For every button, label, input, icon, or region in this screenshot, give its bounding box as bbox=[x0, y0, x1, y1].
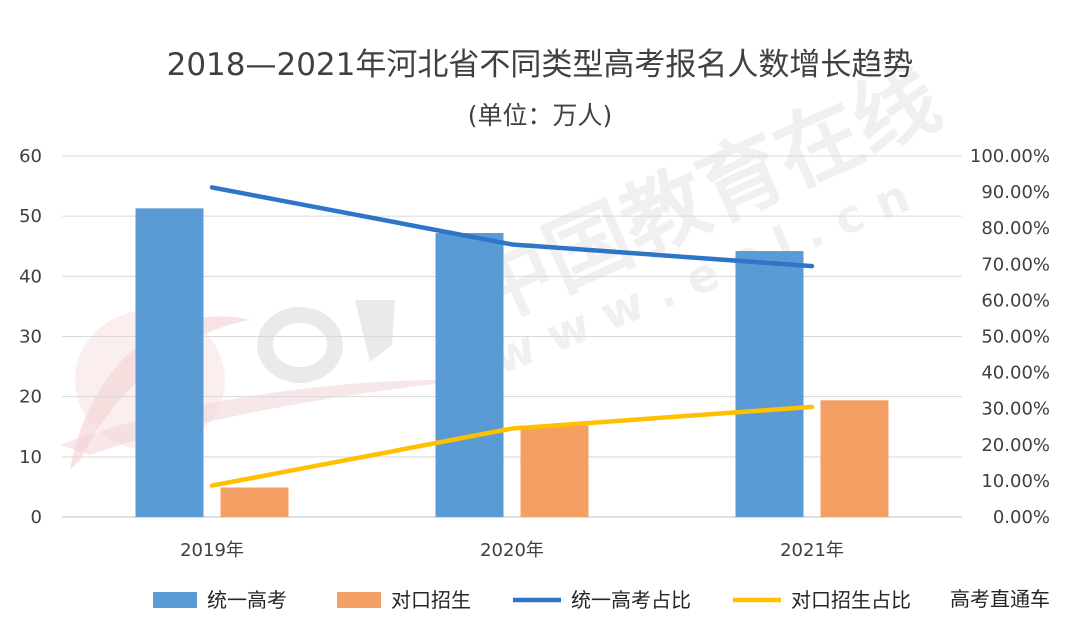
legend: 统一高考 对口招生 统一高考占比 对口招生占比 bbox=[153, 588, 911, 612]
watermark-logo-o bbox=[257, 307, 343, 383]
y-axis-left: 0 10 20 30 40 50 60 bbox=[19, 146, 42, 528]
x-category-label: 2020年 bbox=[480, 540, 544, 561]
legend-label: 对口招生占比 bbox=[791, 588, 911, 612]
x-axis-categories: 2019年 2020年 2021年 bbox=[180, 540, 844, 561]
watermark-logo-l bbox=[355, 300, 395, 362]
legend-label: 对口招生 bbox=[391, 588, 471, 612]
y-right-tick-label: 20.00% bbox=[981, 435, 1050, 456]
y-right-tick-label: 90.00% bbox=[981, 182, 1050, 203]
y-right-tick-label: 50.00% bbox=[981, 327, 1050, 348]
y-right-tick-label: 30.00% bbox=[981, 399, 1050, 420]
y-left-tick-label: 40 bbox=[19, 266, 42, 287]
y-axis-right: 0.00% 10.00% 20.00% 30.00% 40.00% 50.00% 60.00… bbox=[970, 146, 1050, 528]
bar-duikou-zhaosheng bbox=[820, 400, 889, 517]
line-series bbox=[209, 185, 815, 488]
y-right-tick-label: 70.00% bbox=[981, 254, 1050, 275]
y-left-tick-label: 50 bbox=[19, 206, 42, 227]
watermark-underline bbox=[60, 379, 470, 455]
legend-swatch bbox=[153, 592, 197, 608]
y-left-tick-label: 10 bbox=[19, 447, 42, 468]
y-left-tick-label: 20 bbox=[19, 387, 42, 408]
y-left-tick-label: 60 bbox=[19, 146, 42, 167]
y-right-tick-label: 40.00% bbox=[981, 363, 1050, 384]
legend-label: 统一高考 bbox=[207, 588, 287, 612]
y-left-tick-label: 0 bbox=[31, 507, 42, 528]
line-tongyi-gaokao-share bbox=[209, 185, 815, 269]
y-left-tick-label: 30 bbox=[19, 327, 42, 348]
bar-tongyi-gaokao bbox=[135, 208, 204, 517]
chart-subtitle: (单位：万人) bbox=[468, 101, 613, 130]
y-right-tick-label: 0.00% bbox=[993, 507, 1050, 528]
x-category-label: 2019年 bbox=[180, 540, 244, 561]
y-right-tick-label: 10.00% bbox=[981, 471, 1050, 492]
line-duikou-zhaosheng-share bbox=[209, 404, 815, 488]
legend-label: 统一高考占比 bbox=[571, 588, 691, 612]
bar-duikou-zhaosheng bbox=[220, 487, 289, 517]
gridlines bbox=[62, 155, 962, 518]
bar-series bbox=[135, 208, 889, 517]
y-right-tick-label: 100.00% bbox=[970, 146, 1050, 167]
y-right-tick-label: 60.00% bbox=[981, 290, 1050, 311]
x-category-label: 2021年 bbox=[780, 540, 844, 561]
legend-swatch bbox=[337, 592, 381, 608]
footer-label: 高考直通车 bbox=[950, 587, 1050, 611]
bar-tongyi-gaokao bbox=[435, 233, 504, 517]
chart-title: 2018—2021年河北省不同类型高考报名人数增长趋势 bbox=[167, 47, 914, 83]
bar-tongyi-gaokao bbox=[735, 251, 804, 517]
y-right-tick-label: 80.00% bbox=[981, 218, 1050, 239]
bar-duikou-zhaosheng bbox=[520, 425, 589, 517]
